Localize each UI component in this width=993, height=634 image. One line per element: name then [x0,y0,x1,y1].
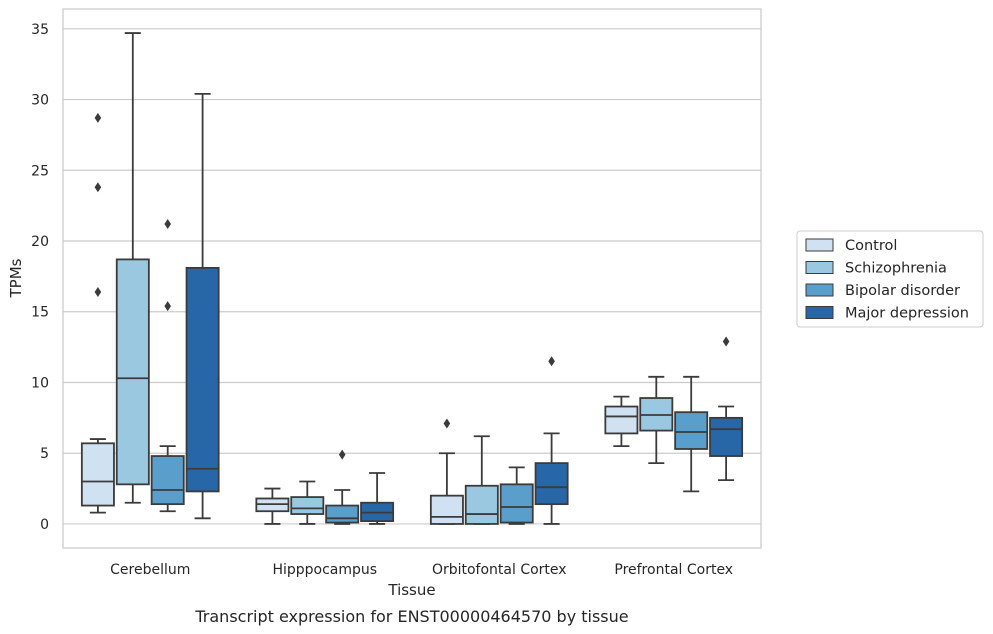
box-1-1 [290,480,325,525]
x-axis-label: Tissue [387,581,435,599]
legend-swatch-3 [805,306,834,319]
box-iqr-2-0 [429,494,464,525]
box-3-2 [674,375,709,493]
box-iqr-0-1 [115,258,150,486]
x-tick-label-0: Cerebellum [110,562,190,578]
box-2-0 [429,418,464,525]
box-0-3 [185,92,220,520]
outlier-point-0-0-0 [94,286,102,297]
y-tick-label-10: 10 [31,375,49,391]
legend-label-2: Bipolar disorder [845,283,960,299]
box-iqr-1-2 [325,504,360,524]
box-1-0 [255,487,290,525]
outlier-point-0-2-1 [164,219,171,230]
legend-swatch-0 [805,238,834,252]
outlier-point-1-2-0 [338,449,346,460]
box-3-1 [639,375,674,465]
x-tick-label-3: Prefrontal Cortex [614,562,733,578]
outlier-point-2-3-0 [548,356,555,367]
outlier-point-0-2-0 [164,301,171,312]
box-1-2 [325,449,360,525]
y-tick-labels: 0 5 10 15 20 25 30 35 [31,22,49,533]
box-iqr-1-1 [290,496,325,515]
box-0-2 [150,219,185,513]
outlier-point-2-0-0 [443,418,451,429]
box-0-1 [115,32,150,504]
y-tick-label-35: 35 [31,22,49,38]
box-iqr-3-2 [674,411,709,450]
y-tick-label-30: 30 [31,93,49,109]
y-tick-label-20: 20 [31,234,49,250]
box-2-1 [464,435,499,525]
box-iqr-0-3 [185,266,220,493]
legend-swatch-1 [805,261,834,274]
x-tick-label-2: Orbitofontal Cortex [432,562,567,578]
box-2-2 [499,466,534,525]
box-series-layer [80,32,744,525]
outlier-point-3-3-0 [722,336,730,347]
legend-items: Control Schizophrenia Bipolar disorder Majo… [805,238,969,322]
chart-caption: Transcript expression for ENST0000046457… [194,607,628,626]
legend-frame [796,230,984,328]
legend-label-3: Major depression [845,306,969,322]
box-iqr-0-2 [150,455,185,506]
y-tick-label-15: 15 [31,305,49,321]
outlier-point-0-0-1 [94,182,102,193]
x-tick-label-1: Hipppocampus [272,562,377,578]
box-2-3 [534,356,569,525]
box-0-0 [80,112,115,514]
box-iqr-3-3 [709,416,744,457]
plot-area-frame [62,8,762,549]
legend-label-0: Control [845,238,897,254]
box-1-3 [360,472,395,525]
y-tick-label-5: 5 [40,446,49,462]
legend: Control Schizophrenia Bipolar disorder Majo… [796,230,984,328]
x-tick-labels: Cerebellum Hipppocampus Orbitofontal Corte… [110,562,733,578]
legend-swatch-2 [805,283,834,297]
box-3-3 [709,336,744,481]
legend-label-1: Schizophrenia [845,261,947,277]
box-iqr-2-2 [499,483,534,524]
box-iqr-0-0 [80,442,115,507]
box-iqr-2-3 [534,462,569,506]
y-tick-label-0: 0 [40,517,49,533]
y-tick-label-25: 25 [31,163,49,179]
outlier-point-0-0-2 [94,112,102,123]
box-iqr-2-1 [464,484,499,525]
y-axis-label: TPMs [7,258,25,298]
box-3-0 [604,395,639,448]
box-iqr-3-0 [604,405,639,435]
grid-lines [63,28,761,525]
